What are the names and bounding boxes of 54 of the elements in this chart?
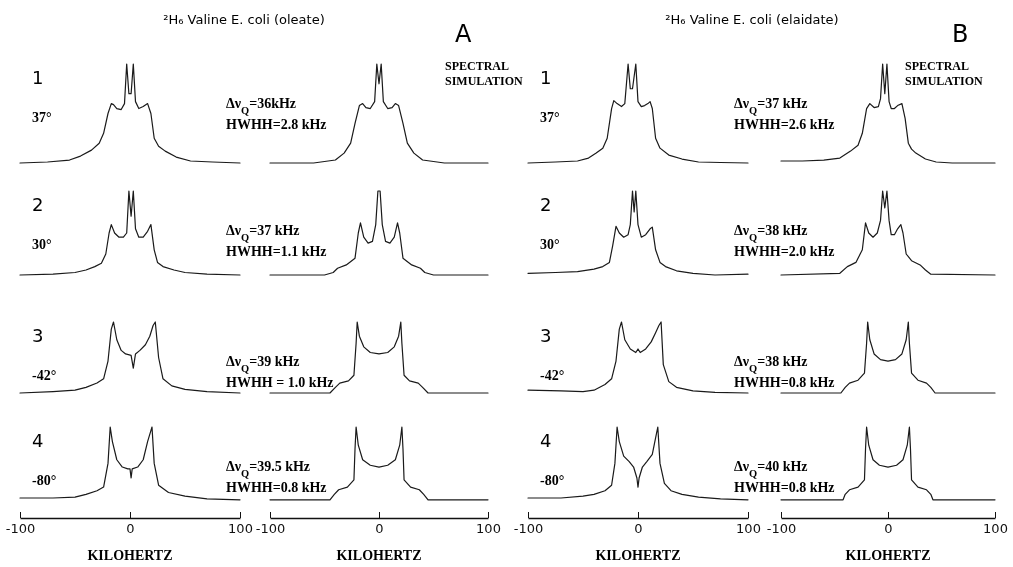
annotation: 2 <box>32 194 44 215</box>
annotation: 1 <box>540 67 552 88</box>
annotation: 3 <box>32 325 44 346</box>
x-axis-title: KILOHERTZ <box>87 548 173 563</box>
annotation: HWHH=2.0 kHz <box>734 244 835 259</box>
annotation: 4 <box>540 430 552 451</box>
annotation: HWHH=0.8 kHz <box>734 375 835 390</box>
annotation: -42° <box>540 368 565 383</box>
annotation: HWHH=2.8 kHz <box>226 117 327 132</box>
chart-title: ²H₆ Valine E. coli (oleate) <box>163 12 325 27</box>
annotation: HWHH=0.8 kHz <box>226 480 327 495</box>
annotation: HWHH=0.8 kHz <box>734 480 835 495</box>
annotation: 1 <box>32 67 44 88</box>
x-axis-title: KILOHERTZ <box>336 548 422 563</box>
annotation: HWHH=1.1 kHz <box>226 244 327 259</box>
annotation: 37° <box>540 110 560 125</box>
x-tick-label: -100 <box>5 521 36 537</box>
chart-title: SPECTRAL SIMULATION <box>445 59 524 88</box>
x-tick-label: -100 <box>766 521 797 537</box>
annotation: -80° <box>32 473 57 488</box>
text: B <box>952 20 969 48</box>
x-tick-label: -100 <box>513 521 544 537</box>
x-axis-title: KILOHERTZ <box>845 548 931 563</box>
annotation: Δν$_{Q}$=37 kHz <box>226 223 300 243</box>
annotation: Δν$_{Q}$=39.5 kHz <box>226 459 311 479</box>
x-tick-label: 0 <box>126 521 135 537</box>
x-tick-label: -100 <box>255 521 286 537</box>
chart-title: SPECTRAL SIMULATION <box>905 59 984 88</box>
annotation: -80° <box>540 473 565 488</box>
annotation: HWHH = 1.0 kHz <box>226 375 334 390</box>
annotation: HWHH=2.6 kHz <box>734 117 835 132</box>
annotation: 30° <box>32 237 52 252</box>
annotation: 3 <box>540 325 552 346</box>
x-tick-label: 100 <box>476 521 501 537</box>
annotation: -42° <box>32 368 57 383</box>
annotation: Δν$_{Q}$=37 kHz <box>734 96 808 116</box>
annotation: Δν$_{Q}$=38 kHz <box>734 354 808 374</box>
x-tick-label: 0 <box>634 521 643 537</box>
annotation: Δν$_{Q}$=39 kHz <box>226 354 300 374</box>
x-tick-label: 100 <box>228 521 253 537</box>
x-tick-label: 0 <box>884 521 893 537</box>
annotation: 30° <box>540 237 560 252</box>
annotation: Δν$_{Q}$=38 kHz <box>734 223 808 243</box>
text: A <box>455 20 472 48</box>
annotation: Δν$_{Q}$=36kHz <box>226 96 297 116</box>
x-tick-label: 0 <box>375 521 384 537</box>
x-tick-label: 100 <box>983 521 1008 537</box>
annotation: 37° <box>32 110 52 125</box>
annotation: 2 <box>540 194 552 215</box>
x-tick-label: 100 <box>736 521 761 537</box>
x-axis-title: KILOHERTZ <box>595 548 681 563</box>
chart-title: ²H₆ Valine E. coli (elaidate) <box>665 12 839 27</box>
annotation: Δν$_{Q}$=40 kHz <box>734 459 808 479</box>
annotation: 4 <box>32 430 44 451</box>
